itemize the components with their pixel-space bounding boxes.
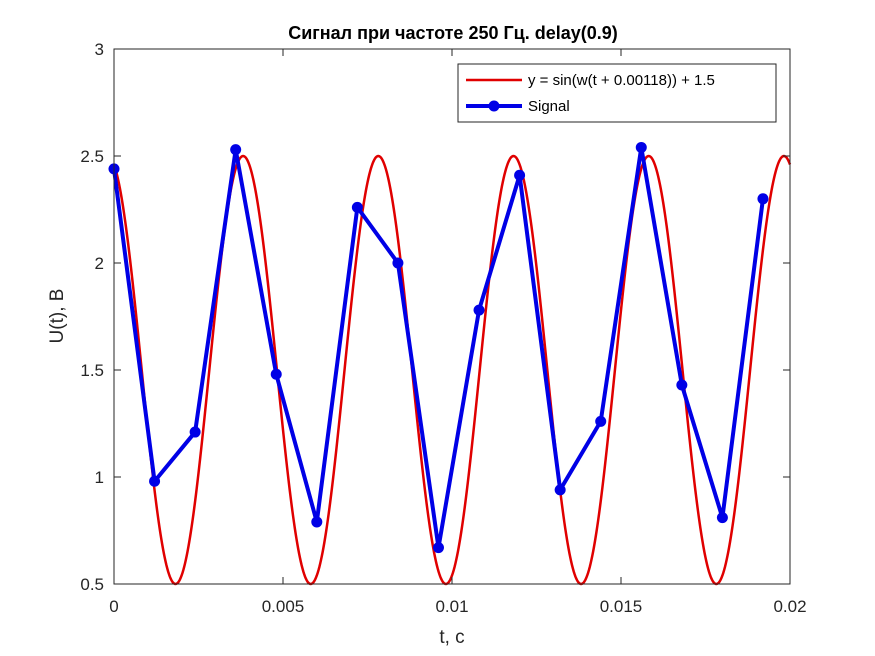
signal-point: [635, 141, 647, 153]
x-tick-label: 0.01: [435, 597, 468, 616]
legend-signal-marker: [488, 100, 500, 112]
legend-signal-label: Signal: [528, 98, 570, 115]
y-tick-label: 1.5: [80, 361, 104, 380]
signal-point: [514, 169, 526, 181]
y-tick-label: 0.5: [80, 575, 104, 594]
signal-point: [757, 193, 769, 205]
signal-point: [149, 475, 161, 487]
signal-point: [473, 304, 485, 316]
legend: y = sin(w(t + 0.00118)) + 1.5 Signal: [457, 63, 777, 123]
y-tick-label: 1: [95, 468, 104, 487]
signal-point: [270, 368, 282, 380]
x-tick-label: 0.015: [600, 597, 643, 616]
signal-point: [554, 484, 566, 496]
legend-sine-label: y = sin(w(t + 0.00118)) + 1.5: [528, 72, 715, 89]
ticks-layer: 0 0.005 0.01 0.015 0.02 0.5 1 1.5 2 2.5 3: [80, 40, 806, 616]
signal-point: [716, 512, 728, 524]
y-tick-label: 3: [95, 40, 104, 59]
chart-title: Сигнал при частоте 250 Гц. delay(0.9): [288, 23, 618, 43]
signal-point: [676, 379, 688, 391]
y-axis-label: U(t), B: [47, 289, 68, 344]
x-tick-label: 0.005: [262, 597, 305, 616]
y-tick-label: 2.5: [80, 147, 104, 166]
signal-point: [311, 516, 323, 528]
signal-point: [392, 257, 404, 269]
legend-box: [457, 63, 777, 123]
signal-point: [351, 201, 363, 213]
x-axis-label: t, c: [439, 627, 464, 648]
x-tick-label: 0.02: [773, 597, 806, 616]
signal-point: [432, 542, 444, 554]
y-tick-label: 2: [95, 254, 104, 273]
signal-point: [230, 144, 242, 156]
x-tick-label: 0: [109, 597, 118, 616]
signal-point: [595, 415, 607, 427]
signal-point: [189, 426, 201, 438]
